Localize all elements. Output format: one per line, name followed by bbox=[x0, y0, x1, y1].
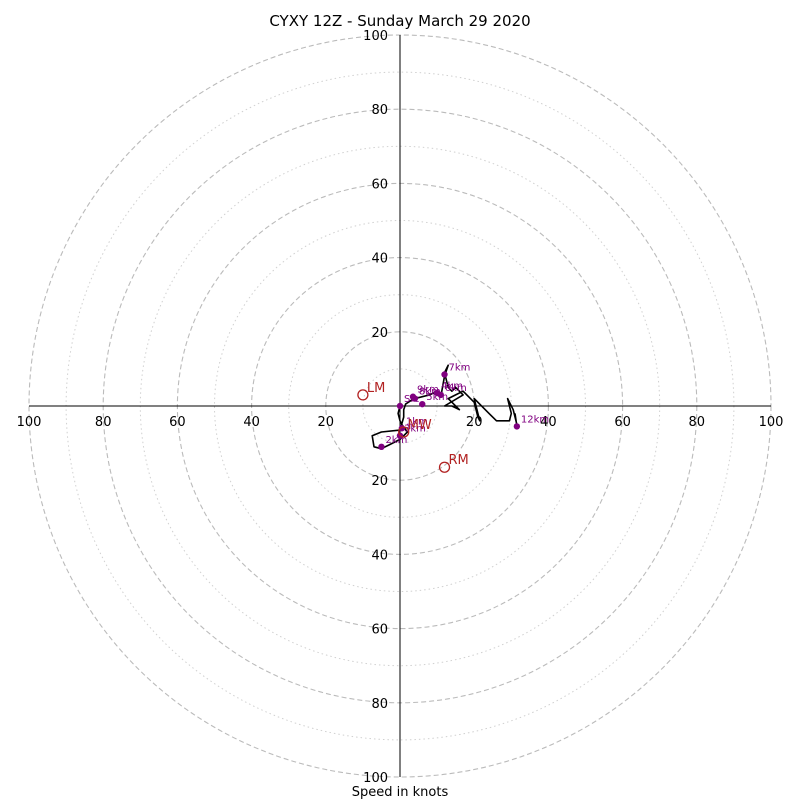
motion-marker-label: MW bbox=[408, 418, 432, 433]
tick-label-x-right: 60 bbox=[614, 415, 631, 430]
tick-label-x-right: 20 bbox=[466, 415, 483, 430]
motion-marker-label: LM bbox=[367, 381, 385, 396]
height-marker-point bbox=[513, 423, 521, 430]
tick-label-y-up: 80 bbox=[371, 103, 388, 118]
height-marker-label: 5km bbox=[426, 392, 448, 403]
motion-marker-label: RM bbox=[449, 453, 469, 468]
tick-label-y-up: 40 bbox=[371, 252, 388, 267]
tick-label-y-down: 60 bbox=[371, 623, 388, 638]
height-marker-point bbox=[419, 400, 426, 408]
tick-labels: 20 20 20 20 40 40 40 40 60 60 60 60 80 80 80 80 100 100 10… bbox=[17, 29, 784, 786]
height-marker-label: 6km bbox=[445, 383, 467, 394]
tick-label-y-up: 60 bbox=[371, 177, 388, 192]
tick-label-y-down: 100 bbox=[363, 771, 388, 786]
height-marker-label: 9km bbox=[417, 385, 439, 396]
height-marker-point bbox=[396, 402, 404, 410]
height-marker-point bbox=[378, 443, 385, 451]
height-marker-point bbox=[441, 371, 448, 378]
motion-marker-point bbox=[438, 461, 451, 473]
tick-label-x-right: 100 bbox=[759, 415, 784, 430]
hodograph-trace bbox=[371, 364, 518, 450]
tick-label-y-down: 80 bbox=[371, 697, 388, 712]
height-marker-point bbox=[409, 393, 417, 400]
tick-label-y-up: 100 bbox=[363, 29, 388, 44]
height-marker-label: 7km bbox=[449, 362, 471, 373]
x-axis-label: Speed in knots bbox=[352, 785, 449, 800]
motion-marker-point bbox=[398, 426, 410, 438]
height-marker-label: 4km bbox=[441, 381, 463, 392]
tick-label-x-left: 100 bbox=[17, 415, 42, 430]
tick-label-x-left: 80 bbox=[95, 415, 112, 430]
tick-label-y-down: 20 bbox=[371, 474, 388, 489]
tick-label-x-left: 20 bbox=[318, 415, 335, 430]
height-marker-label: 2km bbox=[385, 435, 407, 446]
height-marker-point bbox=[437, 391, 445, 399]
tick-label-x-right: 40 bbox=[540, 415, 557, 430]
chart-title: CYXY 12Z - Sunday March 29 2020 bbox=[269, 12, 530, 30]
tick-label-x-left: 40 bbox=[243, 415, 260, 430]
storm-motion-markers: LM RM MW bbox=[357, 381, 469, 473]
motion-marker-point bbox=[357, 389, 369, 401]
tick-label-x-right: 80 bbox=[689, 415, 706, 430]
tick-label-x-left: 60 bbox=[169, 415, 186, 430]
tick-label-y-up: 20 bbox=[371, 326, 388, 341]
height-marker-label: 3km bbox=[404, 424, 426, 435]
height-marker-label: 8km bbox=[419, 387, 441, 398]
height-marker-label: 12km bbox=[521, 414, 549, 425]
hodograph-trace-group bbox=[371, 364, 518, 450]
height-marker-label: 1km bbox=[406, 416, 428, 427]
tick-label-y-down: 40 bbox=[371, 548, 388, 563]
height-markers: Sfc1km2km3km4km5km6km7km8km9km12km bbox=[378, 362, 549, 451]
